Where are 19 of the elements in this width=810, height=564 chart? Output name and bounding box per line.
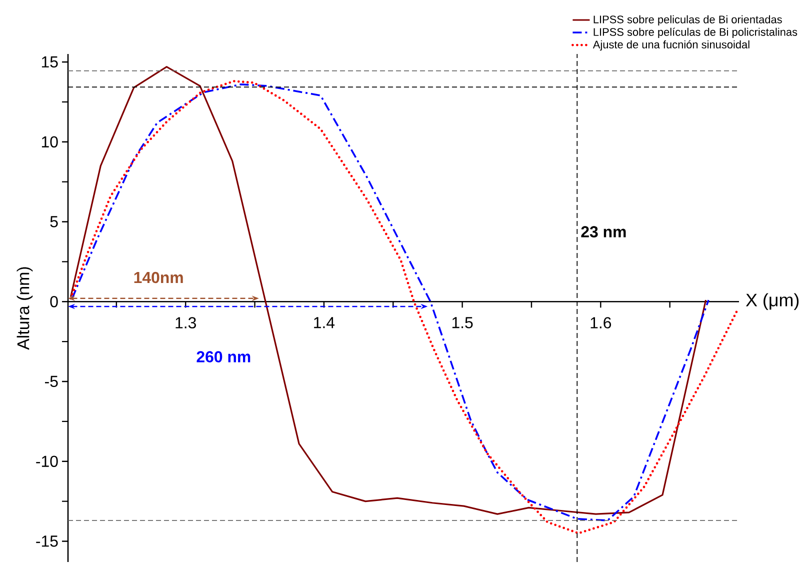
x-tick-label: 1.6 (590, 317, 612, 328)
annotation: 260 nm (196, 351, 250, 362)
x-tick-label: 1.4 (314, 317, 335, 328)
y-axis-title: Altura (nm) (16, 267, 33, 350)
x-tick-label: 1.3 (176, 317, 196, 328)
legend-label: LIPSS sobre peliculas de Bi orientadas (594, 15, 782, 26)
y-tick-label: 15 (42, 56, 58, 68)
legend-label: Ajuste de una fucnión sinusoidal (592, 40, 750, 51)
ref-line-label: 23 nm (581, 226, 626, 238)
y-tick-label: -5 (45, 376, 58, 388)
y-tick-label: 10 (42, 136, 58, 148)
y-tick-label: 0 (50, 296, 58, 308)
x-axis-title: X (μm) (746, 293, 799, 310)
y-tick-label: 5 (50, 216, 58, 228)
x-tick-label: 1.5 (452, 317, 473, 328)
y-tick-label: -15 (36, 536, 58, 547)
annotation: 140nm (134, 272, 183, 284)
legend-label: LIPSS sobre películas de Bi policristalinas (594, 28, 798, 38)
y-tick-label: -10 (36, 456, 58, 467)
